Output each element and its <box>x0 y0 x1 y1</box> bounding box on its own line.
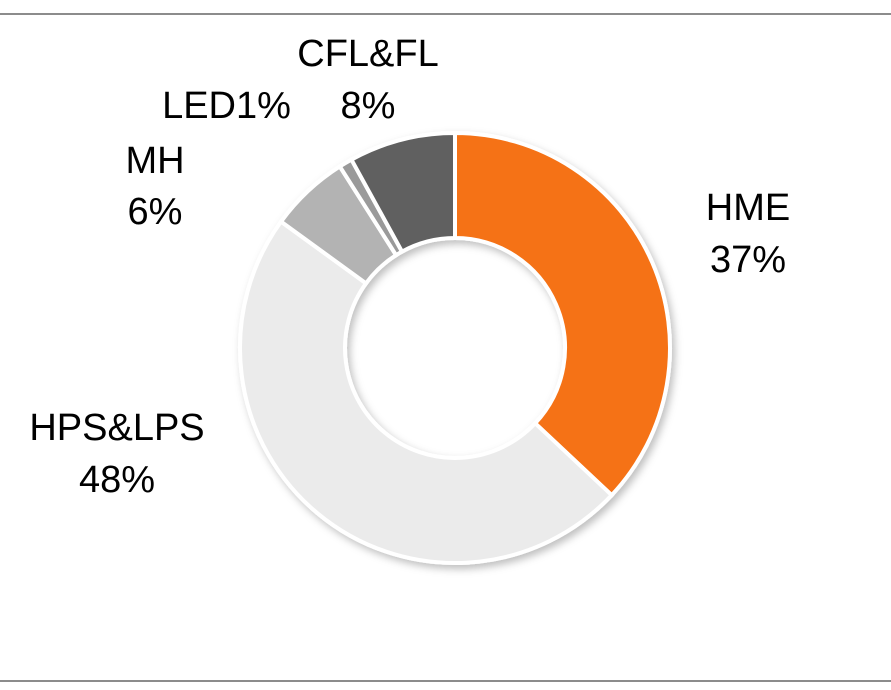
slice-label-hps-lps: HPS&LPS <box>29 407 204 449</box>
slice-label-mh: MH <box>125 140 184 182</box>
slice-percent-mh: 6% <box>128 191 183 233</box>
top-rule <box>0 13 891 15</box>
bottom-rule <box>0 680 891 682</box>
slice-cfl-fl <box>348 130 457 255</box>
slice-percent-cfl-fl: 8% <box>341 85 396 127</box>
slice-percent-hps-lps: 48% <box>79 459 155 501</box>
slice-percent-hme: 37% <box>710 239 786 281</box>
slice-label-cfl-fl: CFL&FL <box>297 33 438 75</box>
slice-hps-lps <box>238 218 615 565</box>
slice-label-hme: HME <box>706 187 790 229</box>
slice-label-led: LED <box>162 85 236 127</box>
slice-hme <box>453 130 672 499</box>
slice-percent-led: 1% <box>236 85 291 127</box>
